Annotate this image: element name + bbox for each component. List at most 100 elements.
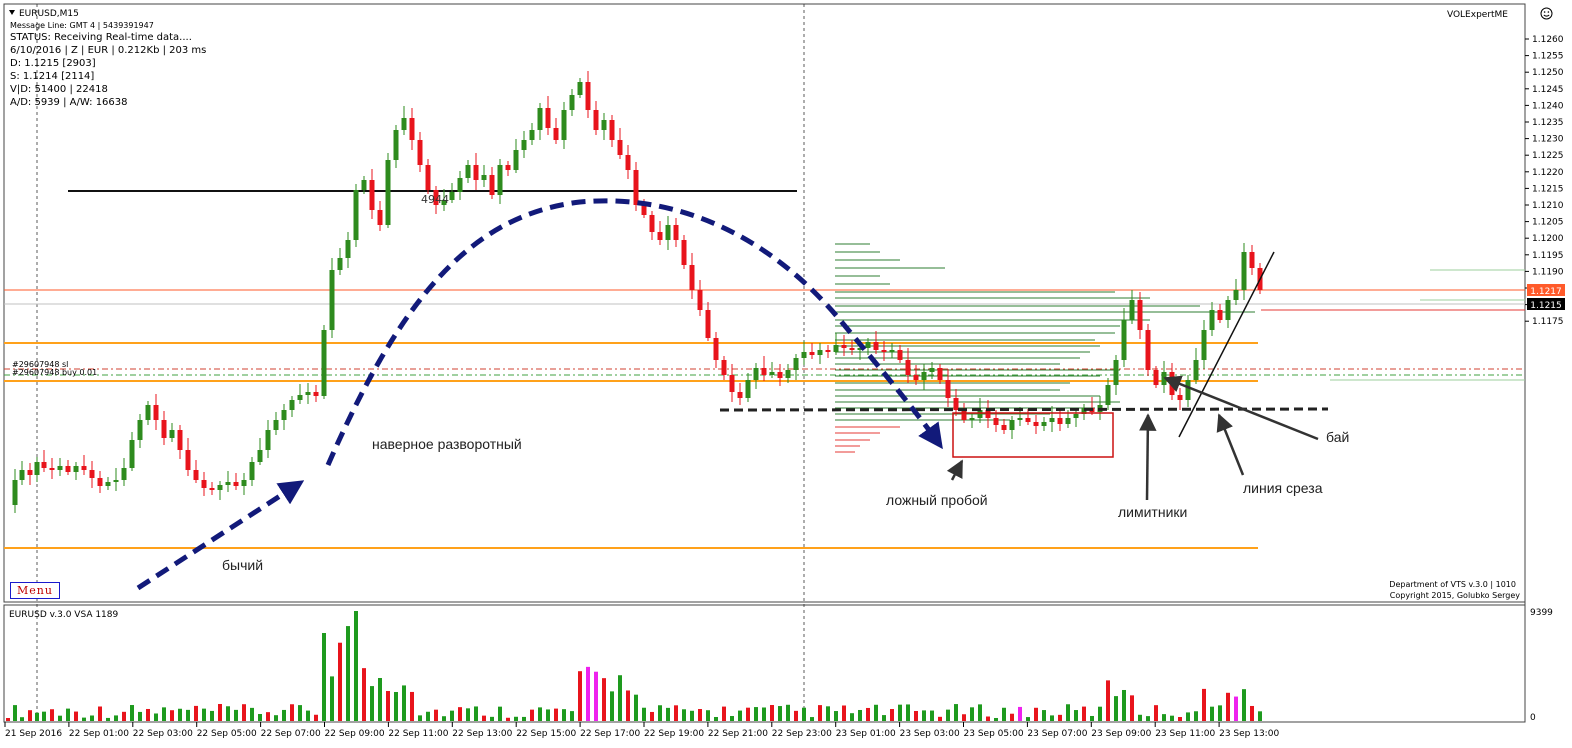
time-tick-label: 22 Sep 17:00 [580, 729, 640, 739]
info-line: S: 1.1214 [2114] [10, 71, 94, 82]
bear-candle [617, 140, 623, 155]
bear-candle [417, 140, 423, 165]
bear-candle [1001, 425, 1007, 430]
price-tick-label: 1.1245 [1532, 85, 1564, 95]
volume-bar [666, 707, 670, 721]
bear-candle [681, 240, 687, 265]
volume-bar [930, 710, 934, 721]
volume-bar [330, 676, 334, 721]
bear-candle [937, 368, 943, 380]
volume-bar [442, 716, 446, 721]
volume-bar [50, 709, 54, 721]
volume-bar [346, 626, 350, 721]
bear-candle [1137, 300, 1143, 330]
bull-candle [577, 82, 583, 95]
bull-candle [801, 352, 807, 358]
expert-smiley-icon[interactable] [1540, 7, 1553, 20]
bull-candle [465, 165, 471, 178]
bull-candle [1081, 408, 1087, 414]
volume-bar [986, 716, 990, 721]
volume-bar [394, 691, 398, 721]
cut-line-pointer [1216, 413, 1245, 476]
volume-bar [650, 711, 654, 721]
volume-bar [242, 704, 246, 721]
menu-button[interactable]: Menu [10, 582, 60, 599]
volume-bar [698, 709, 702, 721]
volume-bar [802, 707, 806, 721]
volume-bar [714, 716, 718, 721]
dropdown-triangle-icon[interactable] [9, 10, 15, 15]
volume-bar [1162, 714, 1166, 721]
bull-candle [1225, 300, 1231, 320]
bull-candle [1193, 360, 1199, 380]
bull-candle [441, 200, 447, 205]
bear-candle [553, 128, 559, 140]
bull-candle [793, 358, 799, 370]
trend-line[interactable] [1178, 251, 1275, 438]
bear-candle [1145, 330, 1151, 370]
volume-bar [210, 710, 214, 721]
bull-candle [401, 118, 407, 130]
volume-bar [1122, 689, 1126, 721]
bear-candle [825, 350, 831, 352]
volume-bar [738, 710, 742, 721]
main-chart-border [3, 3, 1526, 603]
bear-candle [1249, 252, 1255, 268]
volume-bar [834, 711, 838, 721]
volume-bar [722, 706, 726, 721]
volume-bar [682, 709, 686, 721]
bear-candle [489, 175, 495, 195]
bear-candle [185, 450, 191, 470]
volume-bar [866, 707, 870, 721]
volume-bar [426, 711, 430, 721]
bull-arrow[interactable] [136, 480, 305, 591]
bull-candle [889, 350, 895, 352]
volume-bar [594, 671, 598, 721]
volume-bar [1002, 707, 1006, 721]
bear-candle [377, 210, 383, 225]
time-tick-label: 23 Sep 07:00 [1027, 729, 1087, 739]
volume-bar [554, 708, 558, 721]
bull-candle [34, 462, 40, 475]
limit-pointer [1139, 413, 1157, 501]
volume-bar [826, 706, 830, 721]
price-tick-label: 1.1200 [1532, 234, 1564, 244]
info-line: STATUS: Receiving Real-time data.... [10, 32, 192, 43]
bear-candle [905, 360, 911, 375]
time-tick-label: 22 Sep 11:00 [388, 729, 448, 739]
bear-candle [505, 165, 511, 170]
volume-bar [138, 711, 142, 721]
bull-candle [481, 175, 487, 180]
volume-bar [1018, 706, 1022, 721]
volume-bar [546, 709, 550, 721]
volume-bar [746, 707, 750, 721]
time-tick-label: 22 Sep 15:00 [516, 729, 576, 739]
time-tick-label: 23 Sep 11:00 [1155, 729, 1215, 739]
reversal-arc-arrow[interactable] [325, 198, 943, 467]
support-line[interactable] [719, 407, 1329, 412]
volume-bar [386, 691, 390, 721]
bear-candle [657, 232, 663, 240]
volume-bar [42, 711, 46, 721]
volume-bar [978, 704, 982, 721]
footer-copyright: Copyright 2015, Golubko Sergey [1390, 591, 1520, 600]
volume-bar [770, 705, 774, 721]
bear-candle [585, 82, 591, 110]
bear-candle [689, 265, 695, 290]
bull-candle [1121, 320, 1127, 360]
false-breakout-box[interactable] [952, 412, 1114, 458]
volume-bar [234, 709, 238, 721]
bull-candle [665, 225, 671, 240]
volume-bar [898, 704, 902, 721]
volume-bar [362, 668, 366, 721]
bull-candle [865, 342, 871, 348]
volume-bar [1050, 715, 1054, 721]
volume-bar [514, 716, 518, 721]
volume-bar [570, 711, 574, 721]
time-tick-label: 23 Sep 01:00 [836, 729, 896, 739]
volume-bar [186, 709, 190, 721]
volume-bar [530, 709, 534, 721]
bull-candle [785, 370, 791, 378]
time-axis: 21 Sep 2016 22 Sep 01:00 22 Sep 03:00 22 Se… [4, 722, 1279, 739]
